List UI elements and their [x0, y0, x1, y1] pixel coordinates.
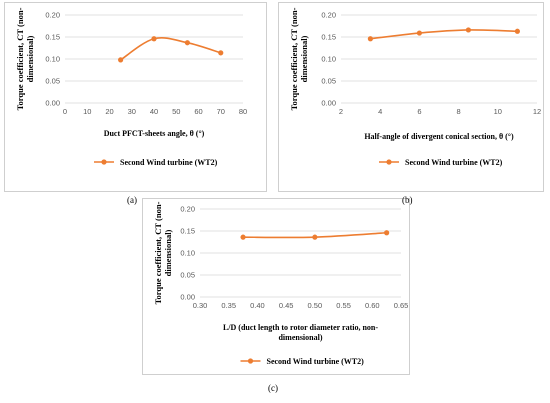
y-tick-label: 0.05	[321, 77, 336, 86]
data-point	[218, 50, 224, 56]
y-tick-label: 0.05	[45, 77, 60, 86]
data-point	[465, 27, 471, 33]
x-tick-label: 4	[378, 107, 382, 116]
x-tick-label: 60	[194, 107, 202, 116]
x-tick-label: 0.65	[394, 301, 409, 310]
y-tick-label: 0.00	[45, 99, 60, 108]
y-axis-label: Torque coefficient, CT (non-dimensional)	[153, 201, 173, 304]
data-point	[416, 30, 422, 36]
chart-c: 0.00 0.05 0.10 0.15 0.20 0.30 0.35 0.40 0.45 0.50…	[153, 201, 409, 366]
y-tick-label: 0.00	[321, 99, 336, 108]
data-point	[367, 36, 373, 42]
legend-marker	[101, 159, 107, 165]
x-tick-label: 10	[494, 107, 502, 116]
legend-label: Second Wind turbine (WT2)	[405, 158, 503, 167]
chart-panel-a: 0.00 0.05 0.10 0.15 0.20 0 10 20 30 40 50 60 70 80 Tor…	[4, 2, 267, 192]
legend-label: Second Wind turbine (WT2)	[120, 158, 218, 167]
y-tick-label: 0.20	[321, 11, 336, 20]
y-tick-label: 0.20	[180, 205, 195, 214]
x-tick-label: 2	[339, 107, 343, 116]
x-tick-label: 8	[457, 107, 461, 116]
x-tick-label: 0.30	[193, 301, 208, 310]
y-tick-label: 0.10	[321, 55, 336, 64]
data-point	[184, 40, 190, 46]
x-tick-label: 0.45	[279, 301, 294, 310]
x-axis-label: Half-angle of divergent conical section,…	[364, 132, 514, 141]
x-axis-label: Duct PFCT-sheets angle, θ (°)	[104, 129, 205, 138]
x-tick-label: 0.40	[250, 301, 265, 310]
data-point	[240, 234, 246, 240]
series-line	[370, 29, 518, 40]
x-tick-label: 80	[239, 107, 247, 116]
x-tick-label: 20	[105, 107, 113, 116]
data-point	[384, 230, 390, 236]
data-point	[312, 234, 318, 240]
chart-panel-b: 0.00 0.05 0.10 0.15 0.20 2 4 6 8 10 12 Torque coeff…	[278, 2, 544, 192]
x-tick-label: 50	[172, 107, 180, 116]
x-axis-label: L/D (duct length to rotor diameter ratio…	[223, 323, 378, 332]
y-tick-label: 0.05	[180, 271, 195, 280]
caption-a: (a)	[127, 195, 137, 205]
legend-label: Second Wind turbine (WT2)	[267, 357, 365, 366]
data-point	[151, 36, 157, 42]
y-tick-label: 0.10	[180, 249, 195, 258]
x-tick-label: 12	[533, 107, 541, 116]
chart-panel-c: 0.00 0.05 0.10 0.15 0.20 0.30 0.35 0.40 0.45 0.50…	[142, 198, 410, 375]
legend-marker	[247, 358, 254, 364]
y-tick-label: 0.00	[180, 293, 195, 302]
x-tick-label: 6	[417, 107, 421, 116]
legend-marker	[386, 159, 392, 165]
series-line	[120, 37, 221, 61]
y-tick-label: 0.10	[45, 55, 60, 64]
x-tick-label: 0.55	[336, 301, 351, 310]
chart-b: 0.00 0.05 0.10 0.15 0.20 2 4 6 8 10 12 Torque coeff…	[289, 7, 541, 167]
y-tick-label: 0.15	[180, 227, 195, 236]
x-tick-label: 0	[63, 107, 67, 116]
y-tick-label: 0.20	[45, 11, 60, 20]
x-tick-label: 40	[150, 107, 158, 116]
y-tick-label: 0.15	[321, 33, 336, 42]
x-tick-label: 10	[83, 107, 91, 116]
x-tick-label: 30	[128, 107, 136, 116]
data-point	[514, 28, 520, 34]
caption-b: (b)	[402, 195, 413, 205]
y-axis-label: Torque coefficient, CT (non-dimensional)	[15, 7, 35, 110]
caption-c: (c)	[268, 383, 278, 393]
x-tick-label: 0.35	[221, 301, 236, 310]
x-axis-label: dimensional)	[278, 333, 322, 342]
y-axis-label: Torque coefficient, CT (non-dimensional)	[289, 7, 309, 110]
x-tick-label: 70	[217, 107, 225, 116]
y-tick-label: 0.15	[45, 33, 60, 42]
chart-a: 0.00 0.05 0.10 0.15 0.20 0 10 20 30 40 50 60 70 80 Tor…	[15, 7, 247, 167]
x-tick-label: 0.50	[308, 301, 323, 310]
x-tick-label: 0.60	[365, 301, 380, 310]
data-point	[118, 57, 124, 63]
